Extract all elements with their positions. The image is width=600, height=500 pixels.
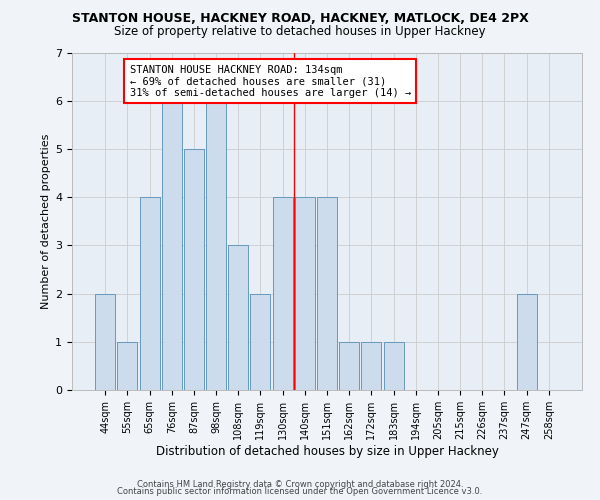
Bar [162, 100, 182, 390]
X-axis label: Distribution of detached houses by size in Upper Hackney: Distribution of detached houses by size … [155, 444, 499, 458]
Text: STANTON HOUSE HACKNEY ROAD: 134sqm
← 69% of detached houses are smaller (31)
31%: STANTON HOUSE HACKNEY ROAD: 134sqm ← 69%… [130, 64, 411, 98]
Bar [272, 197, 293, 390]
Bar [228, 246, 248, 390]
Bar [339, 342, 359, 390]
Bar [361, 342, 382, 390]
Bar [295, 197, 315, 390]
Bar [383, 342, 404, 390]
Bar [184, 149, 204, 390]
Bar [206, 100, 226, 390]
Text: Contains HM Land Registry data © Crown copyright and database right 2024.: Contains HM Land Registry data © Crown c… [137, 480, 463, 489]
Text: STANTON HOUSE, HACKNEY ROAD, HACKNEY, MATLOCK, DE4 2PX: STANTON HOUSE, HACKNEY ROAD, HACKNEY, MA… [71, 12, 529, 26]
Text: Contains public sector information licensed under the Open Government Licence v3: Contains public sector information licen… [118, 488, 482, 496]
Bar [118, 342, 137, 390]
Bar [317, 197, 337, 390]
Bar [250, 294, 271, 390]
Y-axis label: Number of detached properties: Number of detached properties [41, 134, 51, 309]
Text: Size of property relative to detached houses in Upper Hackney: Size of property relative to detached ho… [114, 25, 486, 38]
Bar [517, 294, 536, 390]
Bar [95, 294, 115, 390]
Bar [140, 197, 160, 390]
